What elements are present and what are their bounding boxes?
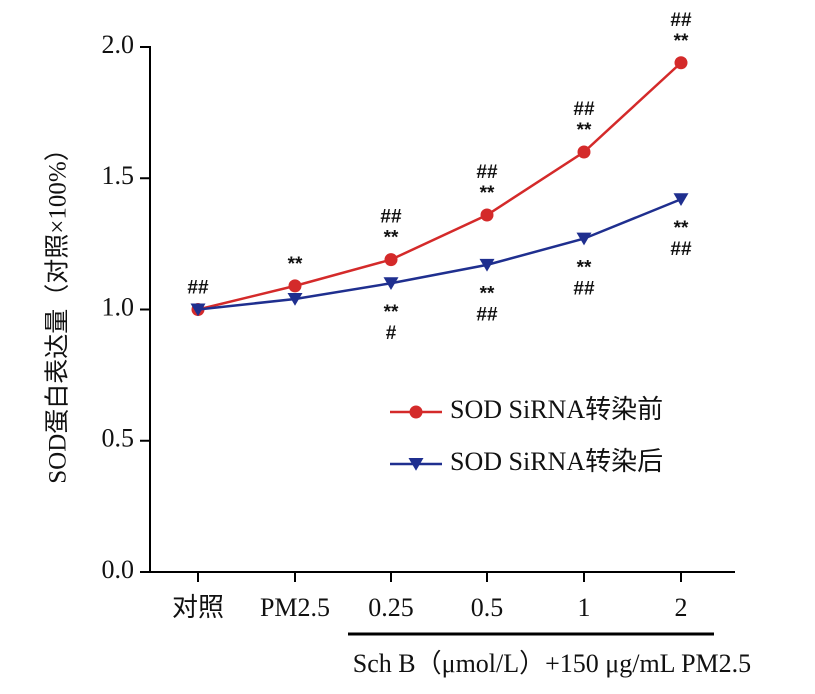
y-tick-label: 0.5 — [102, 424, 135, 453]
significance-label: ** — [288, 254, 303, 275]
significance-label: ## — [380, 207, 402, 228]
significance-label: ## — [476, 305, 498, 326]
x-subgroup-label: Sch B（μmol/L）+150 μg/mL PM2.5 — [353, 649, 751, 678]
legend-label: SOD SiRNA转染后 — [450, 447, 663, 476]
data-point — [190, 303, 206, 317]
x-tick-label: 对照 — [172, 593, 224, 622]
legend-marker — [408, 458, 424, 471]
legend: SOD SiRNA转染前 SOD SiRNA转染后 — [390, 395, 663, 476]
series-2 — [190, 193, 689, 317]
data-point — [383, 277, 399, 290]
data-point — [674, 56, 688, 70]
annotations-group: ##**##**##**##**##****#**##**##**## — [187, 10, 692, 344]
x-ticks: 对照 PM2.5 0.25 0.5 1 2 — [172, 572, 688, 622]
x-tick-label: PM2.5 — [260, 593, 330, 622]
data-point — [673, 193, 689, 206]
x-tick-label: 0.5 — [471, 593, 504, 622]
significance-label: ## — [476, 162, 498, 183]
series-line-1 — [197, 61, 682, 311]
legend-item-1: SOD SiRNA转染前 — [390, 395, 663, 424]
significance-label: ## — [573, 99, 595, 120]
series-group — [190, 56, 689, 317]
data-point — [479, 258, 495, 272]
significance-label: ** — [674, 31, 689, 52]
data-point — [480, 208, 494, 222]
axes — [149, 46, 735, 573]
data-point — [577, 145, 591, 159]
significance-label: ** — [480, 284, 495, 305]
significance-label: ** — [577, 120, 592, 141]
data-point — [288, 279, 302, 293]
significance-label: ## — [573, 278, 595, 299]
data-point — [384, 253, 398, 267]
significance-label: ** — [384, 228, 399, 249]
y-axis-label: SOD蛋白表达量（对照×100%） — [44, 136, 72, 483]
y-ticks: 0.0 0.5 1.0 1.5 2.0 — [102, 30, 150, 584]
series-line-2 — [197, 198, 682, 311]
significance-label: # — [386, 323, 397, 344]
legend-marker — [409, 405, 423, 419]
significance-label: ## — [670, 239, 692, 260]
x-tick-label: 2 — [675, 593, 688, 622]
y-tick-label: 1.5 — [102, 161, 135, 190]
y-tick-label: 0.0 — [102, 555, 135, 584]
y-tick-label: 1.0 — [102, 292, 135, 321]
legend-item-2: SOD SiRNA转染后 — [390, 447, 663, 476]
significance-label: ** — [674, 218, 689, 239]
x-tick-label: 0.25 — [368, 593, 414, 622]
significance-label: ** — [480, 183, 495, 204]
significance-label: ## — [187, 278, 209, 299]
significance-label: ** — [577, 257, 592, 278]
significance-label: ## — [670, 10, 692, 31]
y-tick-label: 2.0 — [102, 30, 135, 59]
x-tick-label: 1 — [578, 593, 591, 622]
data-point — [287, 293, 303, 306]
data-point — [576, 232, 592, 246]
legend-label: SOD SiRNA转染前 — [450, 395, 663, 424]
series-1 — [191, 56, 688, 316]
significance-label: ** — [384, 302, 399, 323]
